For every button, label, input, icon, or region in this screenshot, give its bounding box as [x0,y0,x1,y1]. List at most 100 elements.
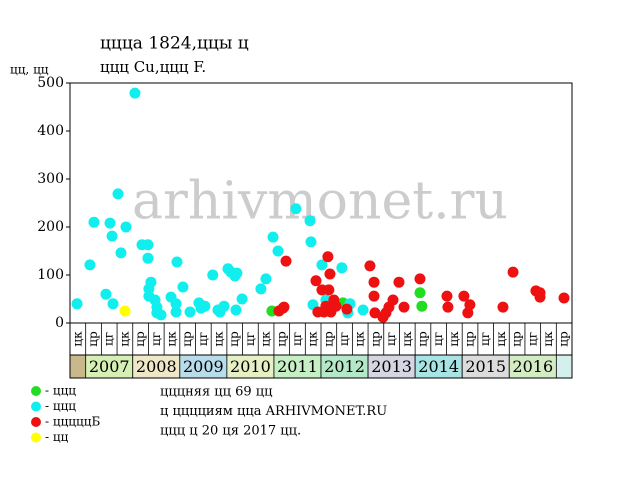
column-label: цг [478,332,492,346]
column-label: цр [510,331,524,347]
point [207,269,219,281]
point [184,306,196,318]
column-label: цг [149,332,163,346]
legend-label: - цц [45,430,69,444]
point [84,259,96,271]
y-tick-label: 400 [37,123,64,139]
point [260,273,272,285]
point [330,300,342,312]
point [364,260,376,272]
point [230,304,242,316]
point [368,290,380,302]
point [464,299,476,311]
point [104,217,116,229]
point [115,247,127,259]
point [280,255,292,267]
last-cell [556,355,572,378]
point [231,267,243,279]
point [142,239,154,251]
point [119,305,131,317]
y-tick-label: 100 [37,267,64,283]
column-label: цг [384,332,398,346]
column-label: цр [415,331,429,347]
point [304,215,316,227]
point [106,230,118,242]
first-cell [70,355,86,378]
column-label: цг [525,332,539,346]
point [341,303,353,315]
point [497,301,509,313]
chart-title: ццца 1824,ццы ц [100,34,249,54]
note: ц цццциям цца ARHIVMONET.RU [160,404,387,419]
column-label: цр [227,331,241,347]
point [142,252,154,264]
year-label: 2010 [230,357,271,376]
point [255,283,267,295]
point [398,301,410,313]
point [441,290,453,302]
y-tick-label: 500 [37,75,64,91]
point [534,291,546,303]
point [171,256,183,268]
point [170,298,182,310]
column-label: цк [259,331,273,347]
column-label: цк [447,331,461,347]
column-label: цр [133,331,147,347]
column-label: цк [164,331,178,347]
y-tick-label: 200 [37,219,64,235]
y-tick-label: 0 [55,315,64,331]
point [129,87,141,99]
point [88,216,100,228]
point [442,301,454,313]
point [336,262,348,274]
note: ццц ц 20 ця 2017 цц. [160,424,301,439]
point [267,231,279,243]
point [558,292,570,304]
legend-marker [31,401,41,412]
legend-marker [31,417,41,427]
point [71,298,83,310]
legend-label: - ццц [45,384,76,398]
column-label: цк [541,331,555,347]
year-label: 2013 [371,357,412,376]
point [458,290,470,302]
year-label: 2015 [465,357,506,376]
point [387,294,399,306]
column-label: цр [368,331,382,347]
year-label: 2014 [418,357,459,376]
point [145,276,157,288]
column-label: цк [494,331,508,347]
point [170,306,182,318]
legend-marker [31,432,41,443]
point [107,298,119,310]
point [278,301,290,313]
column-label: цк [70,331,84,347]
point [155,309,167,321]
year-label: 2016 [512,357,553,376]
column-label: цк [400,331,414,347]
y-tick-label: 300 [37,171,64,187]
column-label: цр [463,331,477,347]
column-label: цк [212,331,226,347]
column-label: цк [306,331,320,347]
year-label: 2012 [324,357,365,376]
column-label: цк [117,331,131,347]
column-label: цк [353,331,367,347]
column-label: цг [243,332,257,346]
column-label: цр [180,331,194,347]
column-label: цг [431,332,445,346]
point [199,300,211,312]
legend-label: - ццц [45,399,76,413]
legend-marker [31,386,41,396]
chart-subtitle: ццц Cu,ццц F. [100,58,206,76]
point [272,245,284,257]
year-label: 2011 [277,357,318,376]
y-axis-label: цц, цц [10,63,49,77]
column-label: цг [196,332,210,346]
point [305,236,317,248]
column-label: цр [321,331,335,347]
point [112,188,124,200]
note: цццняя цц 69 цц [160,385,273,400]
point [218,300,230,312]
